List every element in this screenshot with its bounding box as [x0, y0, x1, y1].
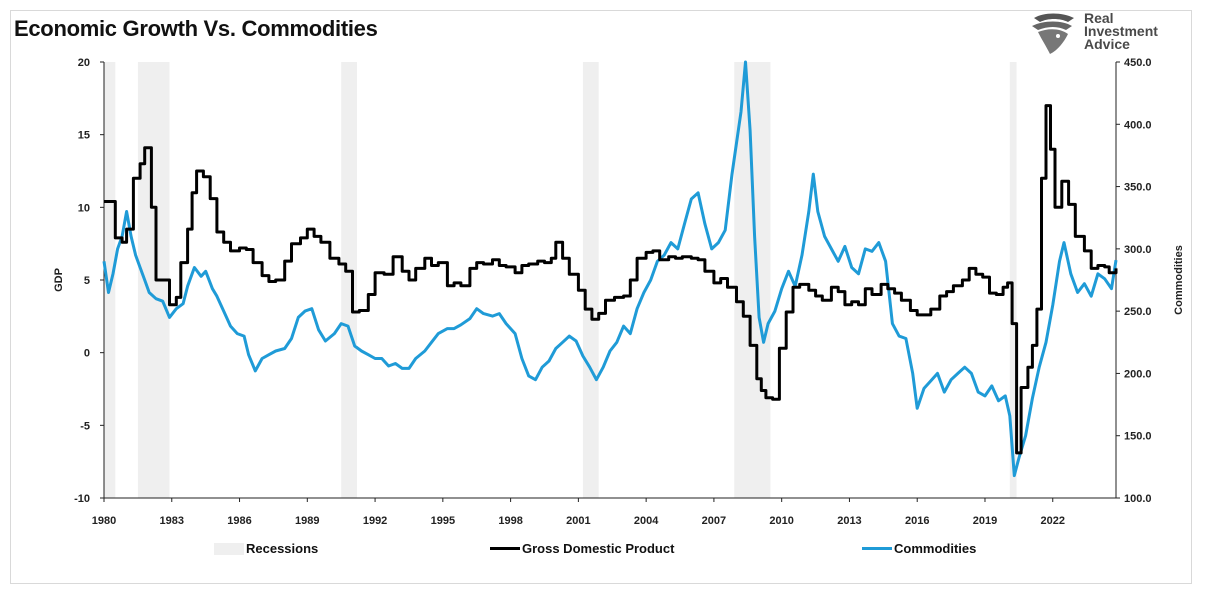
y-left-tick-label-10: 10 [78, 202, 90, 214]
x-tick-label-1989: 1989 [295, 515, 319, 527]
brand-line-2: Investment [1084, 23, 1158, 39]
y-right-tick-label-300.0: 300.0 [1124, 244, 1152, 256]
recession-band-0 [104, 62, 116, 498]
y-left-tick-label-0: 0 [84, 348, 90, 360]
legend-recessions: Recessions [214, 541, 318, 556]
y-axis-left-title: GDP [53, 268, 65, 292]
recession-bands [104, 62, 1017, 498]
y-right-tick-label-350.0: 350.0 [1124, 182, 1152, 194]
legend-recessions-swatch [214, 542, 244, 555]
y-right-tick-label-400.0: 400.0 [1124, 119, 1152, 131]
brand-logo: Real Investment Advice [1028, 10, 1178, 56]
x-tick-label-2016: 2016 [905, 515, 929, 527]
x-tick-label-2013: 2013 [837, 515, 861, 527]
y-axis-right-title: Commodities [1173, 245, 1185, 315]
recession-band-4 [734, 62, 771, 498]
x-tick-label-2007: 2007 [702, 515, 726, 527]
y-right-tick-label-200.0: 200.0 [1124, 368, 1152, 380]
y-left-tick-label-20: 20 [78, 57, 90, 69]
eagle-head-icon [1032, 13, 1074, 54]
chart-title: Economic Growth Vs. Commodities [14, 16, 378, 41]
x-tick-label-2010: 2010 [769, 515, 793, 527]
x-tick-label-1983: 1983 [160, 515, 184, 527]
recession-band-3 [582, 62, 599, 498]
y-right-tick-label-150.0: 150.0 [1124, 431, 1152, 443]
y-right-tick-label-100.0: 100.0 [1124, 493, 1152, 505]
recession-band-5 [1009, 62, 1017, 498]
legend-commodities: Commodities [862, 541, 976, 556]
y-left-tick-label--5: -5 [80, 420, 90, 432]
x-tick-label-2004: 2004 [634, 515, 659, 527]
x-tick-label-1995: 1995 [431, 515, 455, 527]
tick-labels: 1980 1983 1986 1989 1992 1995 1998 2001 2004 2007… [53, 57, 1185, 527]
commodities-series-line [102, 60, 1118, 478]
x-tick-label-1980: 1980 [92, 515, 116, 527]
chart-frame [10, 10, 1192, 584]
legend-gdp: Gross Domestic Product [490, 541, 674, 556]
series-lines [102, 60, 1118, 478]
y-left-tick-label-5: 5 [84, 275, 90, 287]
legend-recessions-label: Recessions [246, 541, 319, 556]
y-left-tick-label--10: -10 [74, 493, 90, 505]
gdp-series-line [104, 104, 1118, 455]
x-tick-label-1998: 1998 [498, 515, 522, 527]
legend-gdp-label: Gross Domestic Product [522, 541, 675, 556]
x-tick-label-2022: 2022 [1041, 515, 1065, 527]
y-right-tick-label-450.0: 450.0 [1124, 57, 1152, 69]
legend-commodities-swatch [862, 547, 892, 550]
brand-line-1: Real [1084, 10, 1114, 26]
legend-commodities-label: Commodities [894, 541, 977, 556]
y-right-tick-label-250.0: 250.0 [1124, 306, 1152, 318]
recession-band-2 [341, 62, 357, 498]
x-tick-label-2001: 2001 [566, 515, 590, 527]
brand-line-3: Advice [1084, 36, 1130, 52]
x-tick-label-2019: 2019 [973, 515, 997, 527]
x-tick-label-1992: 1992 [363, 515, 387, 527]
axes [100, 61, 1120, 502]
legend-gdp-swatch [490, 547, 520, 550]
brand-name: Real Investment Advice [1084, 10, 1158, 52]
x-tick-label-1986: 1986 [227, 515, 251, 527]
y-left-tick-label-15: 15 [78, 130, 90, 142]
